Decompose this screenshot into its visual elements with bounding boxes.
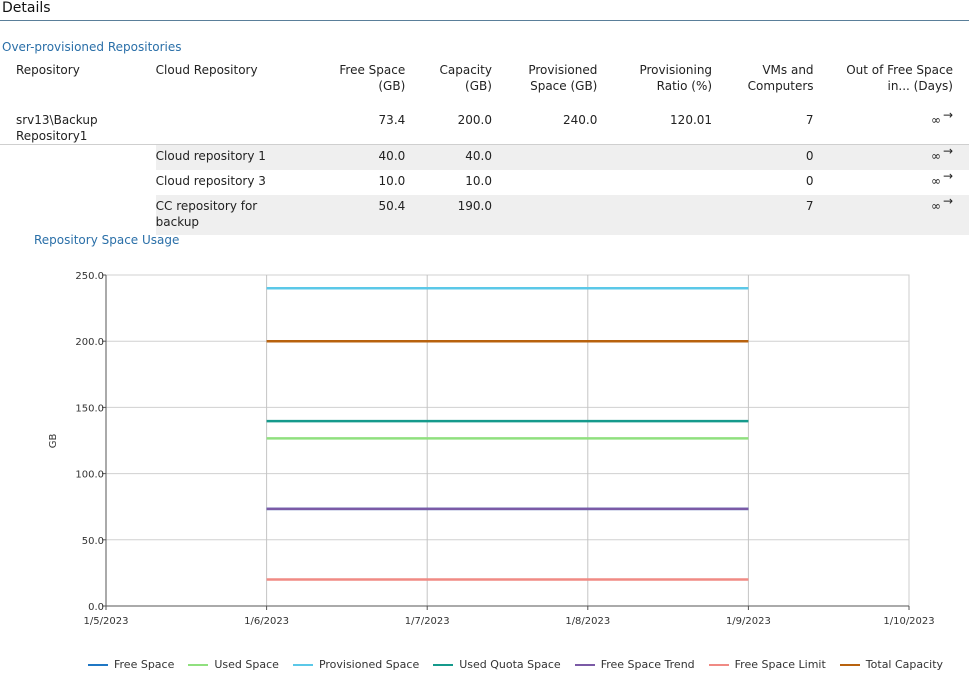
legend-label: Used Quota Space [459,658,561,671]
y-tick-label: 250.0 [75,271,104,282]
x-tick-label: 1/7/2023 [405,616,450,627]
col-provisioned-space[interactable]: Provisioned Space (GB) [528,63,598,93]
col-provisioning-ratio[interactable]: Provisioning Ratio (%) [639,63,713,93]
over-provisioned-title: Over-provisioned Repositories [2,40,182,54]
y-tick-label: 0.0 [88,602,104,613]
legend-item-provisioned-space[interactable]: Provisioned Space [292,658,420,671]
x-tick-label: 1/5/2023 [84,616,129,627]
x-axis-ticks: 1/5/2023 1/6/2023 1/7/2023 1/8/2023 1/9/2023… [84,605,935,627]
legend-label: Provisioned Space [318,658,420,671]
out-of-space-value: ∞ → [814,169,969,195]
free-space-value: 10.0 [378,174,406,188]
x-tick-label: 1/8/2023 [565,616,610,627]
capacity-value: 40.0 [405,144,492,170]
y-tick-label: 200.0 [75,337,104,348]
drilldown-arrow-icon[interactable]: → [942,108,953,122]
space-usage-chart: 0.0 50.0 100.0 150.0 200.0 250.0 1/5/2023 1/6/… [48,271,935,627]
drilldown-arrow-icon[interactable]: → [942,194,953,208]
out-of-space-value: ∞ → [813,106,969,145]
y-axis-label: GB [48,434,59,449]
infinity-value: ∞ [930,174,941,188]
out-of-space-value: ∞ → [813,144,969,170]
capacity-value: 10.0 [465,174,492,188]
legend-item-free-space[interactable]: Free Space [88,658,174,671]
legend-swatch [433,663,454,666]
y-tick-label: 50.0 [82,536,104,547]
infinity-value: ∞ [930,149,941,163]
legend-item-total-capacity[interactable]: Total Capacity [839,658,944,671]
y-tick-label: 100.0 [75,470,104,481]
legend-item-free-space-limit[interactable]: Free Space Limit [708,658,826,671]
cloud-repository-name: Cloud repository 3 [155,174,266,188]
legend-item-used-quota-space[interactable]: Used Quota Space [433,658,561,671]
infinity-value: ∞ [930,199,941,213]
drilldown-arrow-icon[interactable]: → [942,144,953,158]
plot-area [105,274,910,607]
cloud-repository-name: CC repository for backup [155,195,313,235]
legend-swatch [574,663,595,666]
legend-swatch [839,663,860,666]
table-row: srv13\Backup Repository1 73.4 200.0 240.… [0,106,969,145]
free-space-value: 50.4 [312,195,406,235]
over-provisioned-table: Repository Cloud Repository Free Space (G… [0,62,969,235]
col-free-space[interactable]: Free Space (GB) [339,63,406,93]
ratio-value: 120.01 [597,106,713,145]
details-title: Details [2,0,51,16]
vms-value: 0 [712,144,814,170]
legend-swatch [88,663,108,666]
table-row: Cloud repository 1 40.0 40.0 0 ∞ → [0,144,969,170]
free-space-value: 73.4 [312,106,406,145]
out-of-space-value: ∞ → [813,194,969,235]
x-tick-label: 1/10/2023 [883,616,934,627]
vms-value: 7 [712,195,814,235]
y-axis-ticks: 0.0 50.0 100.0 150.0 200.0 250.0 [75,271,107,613]
legend-label: Used Space [214,658,279,671]
col-cloud-repository[interactable]: Cloud Repository [155,63,258,77]
provisioned-value: 240.0 [491,106,598,145]
repository-name: srv13\Backup Repository1 [0,106,156,145]
drilldown-arrow-icon[interactable]: → [942,169,953,183]
legend-label: Free Space Trend [600,658,695,671]
col-out-of-free-space[interactable]: Out of Free Space in... (Days) [846,63,953,93]
cloud-repository-name: Cloud repository 1 [155,144,313,170]
vms-value: 0 [805,174,814,188]
col-vms-computers[interactable]: VMs and Computers [747,63,814,93]
space-usage-title: Repository Space Usage [34,233,180,247]
vms-value: 7 [712,106,814,145]
col-capacity[interactable]: Capacity (GB) [439,63,492,93]
legend-label: Total Capacity [865,658,944,671]
legend-item-free-space-trend[interactable]: Free Space Trend [574,658,695,671]
capacity-value: 200.0 [405,106,492,145]
y-tick-label: 150.0 [75,403,104,414]
legend-label: Free Space [114,658,175,671]
x-tick-label: 1/9/2023 [726,616,771,627]
infinity-value: ∞ [930,113,941,127]
table-row: Cloud repository 3 10.0 10.0 0 ∞ → [0,169,969,195]
table-row: CC repository for backup 50.4 190.0 7 ∞ → [0,194,969,235]
legend-swatch [188,663,209,666]
chart-legend: Free Space Used Space Provisioned Space Use… [88,658,943,671]
legend-item-used-space[interactable]: Used Space [188,658,279,671]
x-tick-label: 1/6/2023 [244,616,289,627]
table-header-row: Repository Cloud Repository Free Space (G… [0,62,969,106]
chart-series [266,286,749,581]
title-divider [0,20,969,21]
chart-grid [105,274,910,607]
capacity-value: 190.0 [405,195,492,235]
legend-swatch [708,663,729,666]
free-space-value: 40.0 [312,144,406,170]
col-repository[interactable]: Repository [16,63,80,77]
legend-label: Free Space Limit [734,658,826,671]
legend-swatch [292,663,313,666]
